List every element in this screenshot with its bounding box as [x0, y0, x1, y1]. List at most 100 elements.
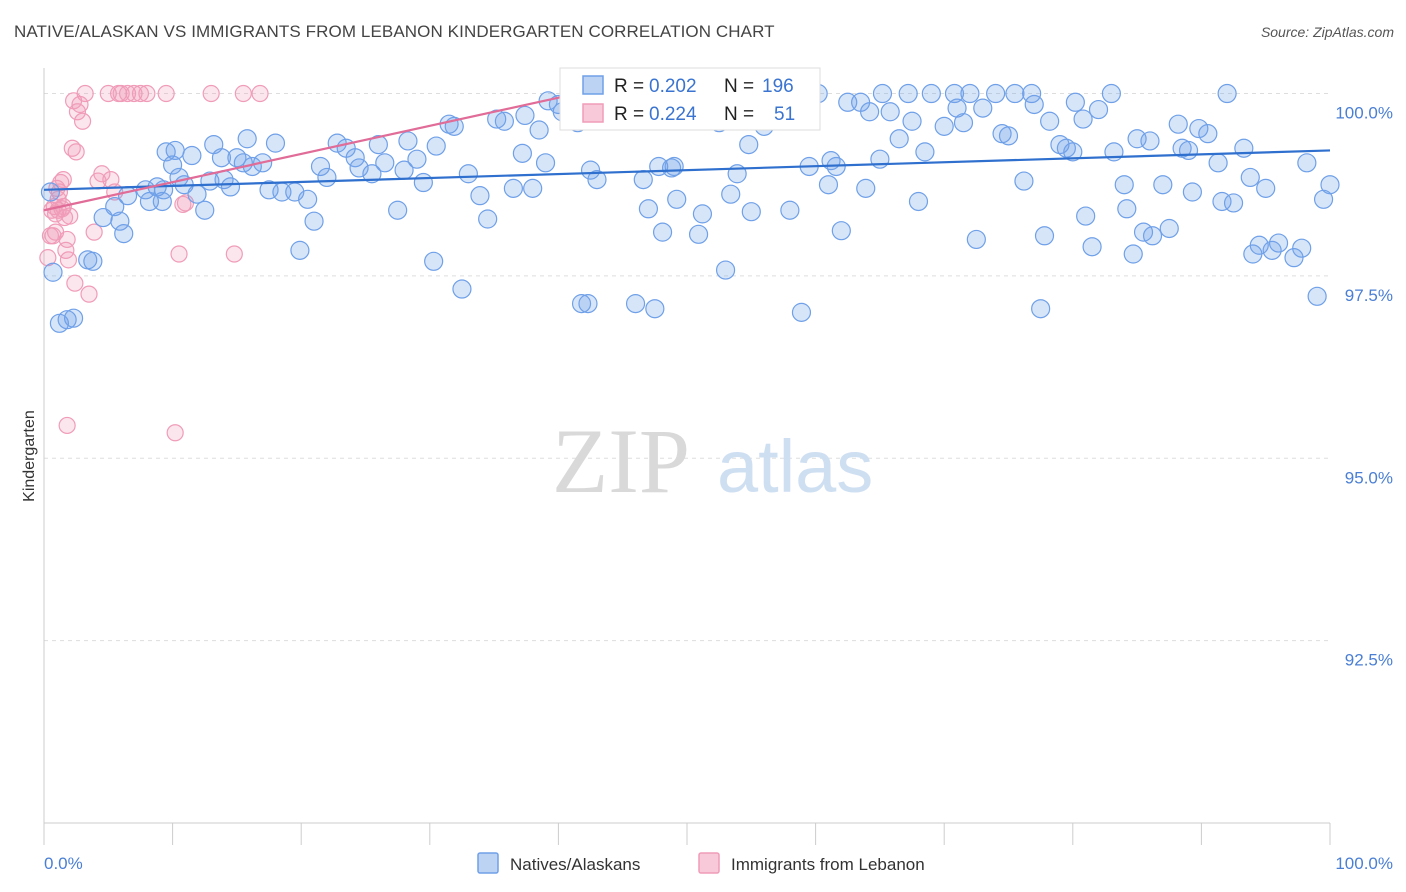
- natives-point: [880, 102, 900, 122]
- watermark: ZIP atlas: [552, 410, 873, 512]
- axes: [43, 68, 1331, 845]
- natives-point: [426, 136, 446, 156]
- natives-point: [413, 172, 433, 193]
- natives-point: [872, 83, 893, 104]
- stats-n-value-1: 196: [762, 76, 794, 97]
- natives-point: [1073, 109, 1093, 129]
- natives-point: [1217, 83, 1237, 104]
- natives-point: [638, 199, 659, 219]
- natives-point: [688, 224, 709, 244]
- natives-point: [1088, 99, 1109, 120]
- natives-point: [1114, 175, 1134, 195]
- natives-point: [265, 133, 286, 153]
- natives-point: [1240, 167, 1260, 188]
- x-tick-labels: 0.0% 100.0%: [44, 854, 1393, 873]
- natives-point: [458, 164, 478, 184]
- natives-point: [362, 164, 382, 184]
- lebanon-point: [131, 84, 150, 103]
- natives-point: [114, 223, 134, 244]
- natives-point: [368, 134, 388, 155]
- natives-point: [470, 186, 490, 206]
- lebanon-point: [157, 84, 175, 103]
- natives-point: [898, 83, 918, 104]
- lebanon-point: [93, 165, 111, 183]
- natives-point: [741, 202, 761, 222]
- natives-point: [715, 260, 736, 280]
- natives-point: [529, 120, 549, 140]
- natives-point: [117, 186, 138, 206]
- natives-point: [580, 160, 601, 180]
- natives-point: [998, 126, 1019, 146]
- natives-point: [966, 229, 986, 250]
- natives-point: [1178, 140, 1199, 161]
- natives-point: [1065, 92, 1085, 112]
- legend-swatch-natives: [477, 852, 499, 874]
- natives-point: [645, 299, 665, 319]
- natives-point: [1262, 240, 1282, 260]
- x-tick-label-0: 0.0%: [44, 854, 83, 873]
- natives-point: [953, 113, 974, 133]
- natives-point: [1082, 237, 1102, 257]
- stats-swatch-lebanon: [582, 103, 604, 123]
- natives-point: [902, 111, 922, 131]
- y-tick-label-2: 97.5%: [1345, 286, 1393, 305]
- lebanon-point: [118, 84, 137, 103]
- lebanon-point: [73, 112, 92, 130]
- natives-point: [1063, 142, 1083, 162]
- stats-r-value-1: 0.202: [649, 76, 697, 97]
- natives-point: [310, 156, 331, 177]
- natives-point: [1076, 206, 1096, 226]
- lebanon-point: [202, 84, 220, 103]
- natives-point: [227, 148, 247, 168]
- lebanon-point: [58, 230, 76, 249]
- natives-point: [1034, 226, 1055, 246]
- natives-point: [452, 279, 472, 299]
- natives-point: [1117, 199, 1137, 219]
- natives-point: [512, 143, 532, 163]
- natives-point: [721, 184, 741, 204]
- natives-point: [1056, 138, 1076, 158]
- natives-point: [515, 105, 535, 126]
- natives-point: [1297, 153, 1317, 173]
- natives-point: [1182, 182, 1202, 202]
- natives-point: [298, 189, 318, 209]
- y-tick-label-1: 95.0%: [1345, 468, 1393, 487]
- natives-point: [1014, 171, 1034, 191]
- natives-point: [915, 142, 935, 162]
- stats-box: R = 0.202 N = 196 R = 0.224 N = 51: [559, 67, 821, 131]
- lebanon-point: [39, 249, 57, 267]
- natives-point: [1005, 83, 1025, 104]
- natives-point: [652, 222, 673, 242]
- lebanon-point: [85, 223, 103, 241]
- lebanon-point: [64, 92, 83, 110]
- natives-point: [1292, 238, 1312, 258]
- natives-point: [1256, 178, 1276, 198]
- natives-point: [908, 191, 929, 212]
- natives-point: [1320, 175, 1340, 195]
- natives-point: [1123, 244, 1143, 264]
- lebanon-point: [80, 285, 98, 303]
- natives-point: [110, 211, 130, 231]
- natives-point: [1249, 235, 1269, 255]
- lebanon-point: [251, 84, 269, 103]
- lebanon-point: [138, 84, 156, 103]
- natives-point: [1208, 153, 1228, 173]
- natives-point: [1140, 131, 1160, 151]
- natives-point: [195, 200, 215, 220]
- natives-point: [503, 178, 523, 198]
- natives-point: [1198, 124, 1218, 144]
- legend-label-natives: Natives/Alaskans: [510, 855, 640, 874]
- natives-point: [487, 109, 507, 129]
- natives-point: [1234, 138, 1254, 158]
- natives-point: [105, 196, 125, 217]
- trend-lines: [43, 90, 1331, 212]
- series-lebanon-points: [39, 84, 269, 442]
- lebanon-point: [234, 84, 252, 103]
- natives-point: [780, 200, 800, 220]
- lebanon-point: [66, 274, 84, 292]
- natives-point: [625, 294, 646, 314]
- lebanon-point: [225, 245, 243, 263]
- natives-point: [960, 83, 980, 104]
- x-tick-label-1: 100.0%: [1335, 854, 1393, 873]
- lebanon-point: [52, 173, 70, 192]
